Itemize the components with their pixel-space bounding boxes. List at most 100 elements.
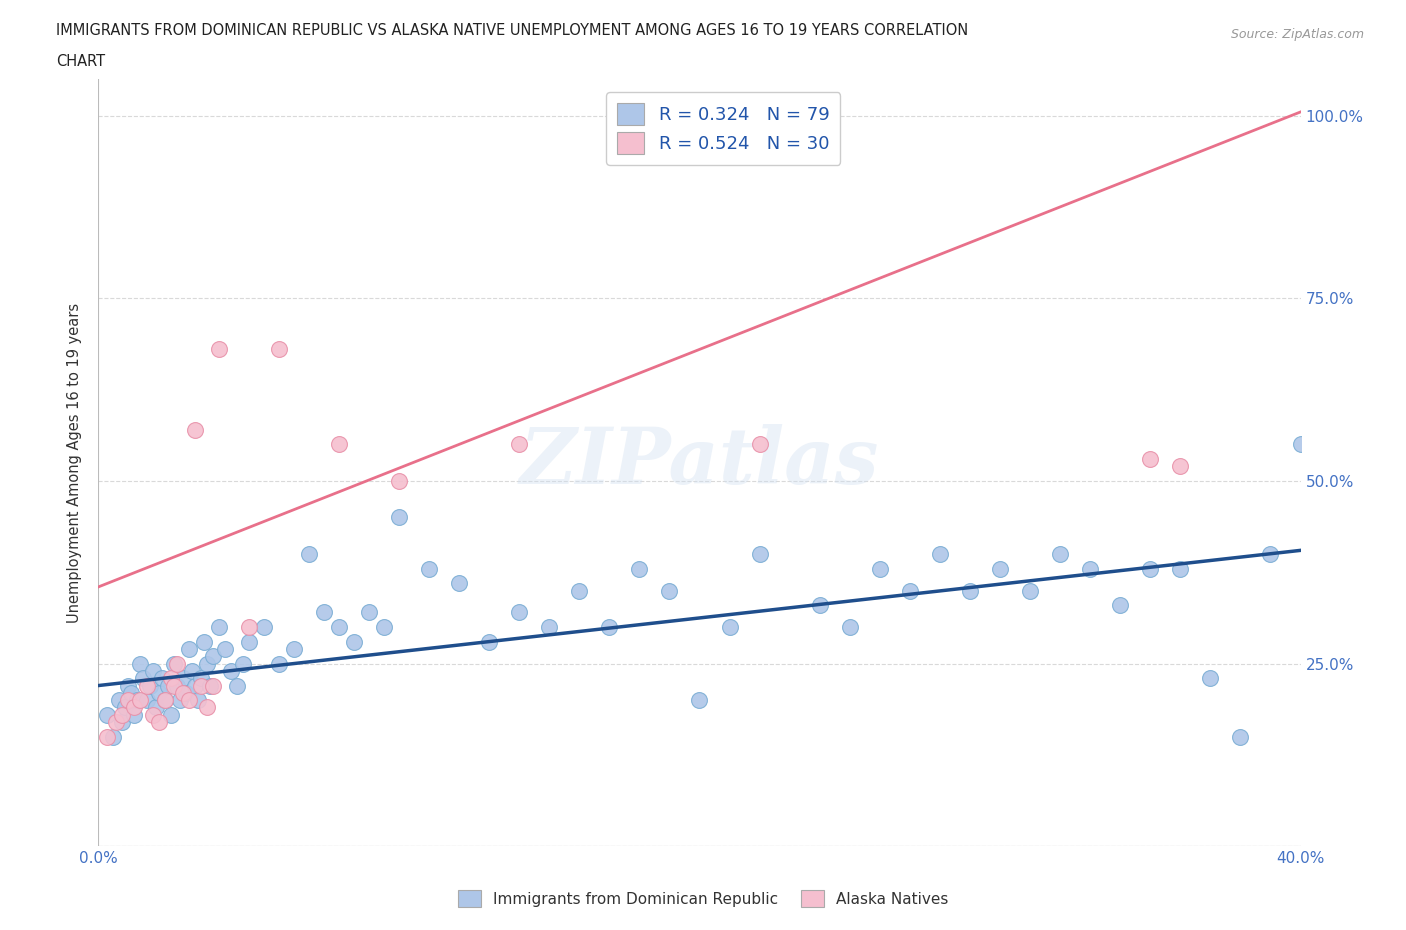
Point (145, 700, 167, 715)
Point (162, 657, 184, 671)
Point (127, 693, 149, 708)
Point (103, 729, 125, 744)
Point (418, 561, 440, 576)
Point (568, 583, 591, 598)
Point (156, 678, 179, 693)
Point (180, 663, 202, 678)
Point (214, 642, 236, 657)
Point (208, 619, 231, 634)
Point (195, 657, 218, 671)
Point (328, 619, 350, 634)
Point (328, 437, 350, 452)
Point (138, 678, 160, 693)
Point (124, 700, 146, 715)
Text: CHART: CHART (56, 54, 105, 69)
Point (187, 693, 209, 708)
Text: ZIPatlas: ZIPatlas (520, 424, 879, 501)
Point (129, 693, 152, 708)
Point (148, 714, 170, 729)
Point (129, 657, 152, 671)
Point (166, 657, 188, 671)
Point (1170, 458, 1192, 473)
Point (508, 437, 530, 452)
Point (225, 678, 247, 693)
Legend: Immigrants from Dominican Republic, Alaska Natives: Immigrants from Dominican Republic, Alas… (451, 884, 955, 913)
Point (121, 685, 143, 700)
Point (150, 671, 173, 685)
Point (478, 634, 501, 649)
Point (177, 642, 200, 657)
Point (238, 619, 260, 634)
Point (198, 678, 221, 693)
Point (267, 342, 290, 357)
Point (1109, 598, 1132, 613)
Point (658, 583, 681, 598)
Point (141, 663, 163, 678)
Point (96, 708, 118, 723)
Point (628, 130, 651, 145)
Point (357, 605, 380, 620)
Point (1289, 437, 1312, 452)
Point (959, 583, 981, 598)
Point (153, 693, 176, 708)
Point (153, 693, 176, 708)
Point (929, 547, 952, 562)
Text: IMMIGRANTS FROM DOMINICAN REPUBLIC VS ALASKA NATIVE UNEMPLOYMENT AMONG AGES 16 T: IMMIGRANTS FROM DOMINICAN REPUBLIC VS AL… (56, 23, 969, 38)
Point (748, 437, 770, 452)
Point (190, 671, 212, 685)
Point (193, 634, 215, 649)
Point (388, 473, 411, 488)
Point (1229, 729, 1251, 744)
Point (159, 708, 181, 723)
Point (172, 671, 194, 685)
Point (238, 634, 260, 649)
Point (388, 510, 411, 525)
Legend: R = 0.324   N = 79, R = 0.524   N = 30: R = 0.324 N = 79, R = 0.524 N = 30 (606, 92, 841, 165)
Point (232, 657, 254, 671)
Point (1260, 547, 1282, 562)
Point (447, 576, 470, 591)
Point (538, 619, 561, 634)
Point (135, 693, 157, 708)
Point (190, 678, 212, 693)
Y-axis label: Unemployment Among Ages 16 to 19 years: Unemployment Among Ages 16 to 19 years (67, 302, 83, 623)
Point (148, 685, 170, 700)
Point (208, 342, 231, 357)
Point (96, 729, 118, 744)
Point (183, 678, 205, 693)
Point (141, 708, 163, 723)
Point (108, 693, 131, 708)
Point (117, 678, 139, 693)
Point (1139, 561, 1161, 576)
Point (135, 678, 157, 693)
Point (177, 693, 200, 708)
Point (343, 634, 366, 649)
Point (283, 642, 305, 657)
Point (1049, 547, 1071, 562)
Point (169, 693, 191, 708)
Point (1078, 561, 1101, 576)
Point (132, 671, 155, 685)
Point (689, 145, 711, 160)
Text: Source: ZipAtlas.com: Source: ZipAtlas.com (1230, 28, 1364, 41)
Point (201, 678, 224, 693)
Point (298, 547, 321, 562)
Point (988, 561, 1011, 576)
Point (111, 708, 134, 723)
Point (183, 422, 205, 437)
Point (195, 700, 218, 715)
Point (748, 547, 770, 562)
Point (628, 561, 651, 576)
Point (1139, 452, 1161, 467)
Point (373, 619, 395, 634)
Point (808, 598, 831, 613)
Point (105, 714, 128, 729)
Point (598, 619, 620, 634)
Point (172, 685, 194, 700)
Point (312, 605, 335, 620)
Point (1019, 583, 1042, 598)
Point (111, 714, 134, 729)
Point (174, 685, 197, 700)
Point (124, 708, 146, 723)
Point (869, 561, 891, 576)
